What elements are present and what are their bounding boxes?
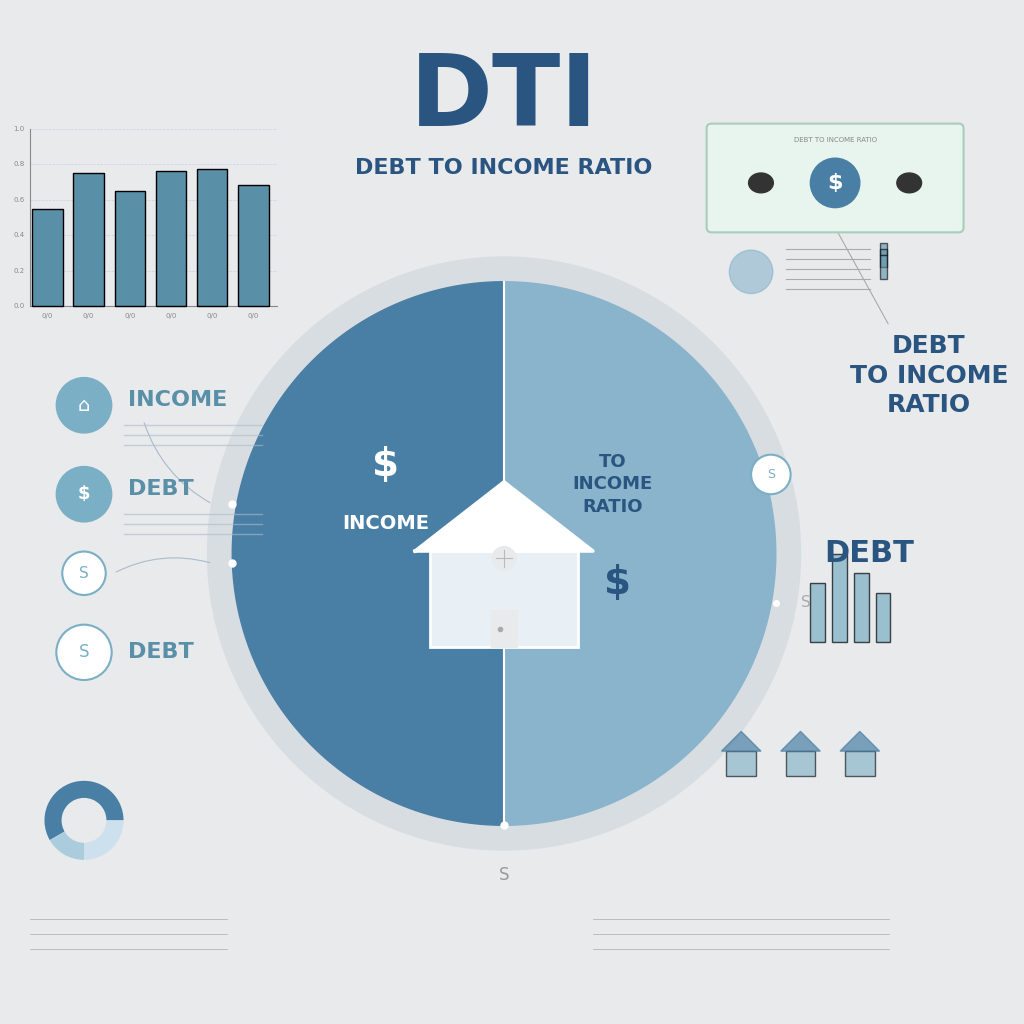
Polygon shape xyxy=(840,731,880,752)
Text: S: S xyxy=(767,468,775,481)
Text: 0.0: 0.0 xyxy=(13,303,25,309)
Polygon shape xyxy=(232,282,504,825)
Text: DEBT TO INCOME RATIO: DEBT TO INCOME RATIO xyxy=(794,137,877,143)
Text: 0/0: 0/0 xyxy=(165,313,177,319)
Text: INCOME: INCOME xyxy=(128,390,227,411)
Text: $: $ xyxy=(78,485,90,503)
FancyBboxPatch shape xyxy=(32,209,62,306)
Polygon shape xyxy=(504,282,776,825)
Text: S: S xyxy=(801,595,810,610)
FancyBboxPatch shape xyxy=(74,173,103,306)
FancyBboxPatch shape xyxy=(197,169,227,306)
Text: DTI: DTI xyxy=(410,50,598,147)
Text: 0/0: 0/0 xyxy=(42,313,53,319)
Text: 0.4: 0.4 xyxy=(13,232,25,239)
FancyBboxPatch shape xyxy=(845,752,874,776)
Text: 0/0: 0/0 xyxy=(207,313,218,319)
Text: $: $ xyxy=(372,445,399,483)
Circle shape xyxy=(208,257,801,850)
Polygon shape xyxy=(780,731,820,752)
Circle shape xyxy=(493,547,516,570)
Wedge shape xyxy=(50,820,84,860)
Text: S: S xyxy=(79,566,89,581)
FancyBboxPatch shape xyxy=(238,185,268,306)
Text: DEBT: DEBT xyxy=(128,642,195,663)
Text: 1.0: 1.0 xyxy=(13,126,25,131)
Circle shape xyxy=(729,250,773,294)
Wedge shape xyxy=(44,781,124,840)
FancyBboxPatch shape xyxy=(876,593,891,642)
Circle shape xyxy=(56,467,112,522)
Text: 0.6: 0.6 xyxy=(13,197,25,203)
Polygon shape xyxy=(415,482,593,551)
Text: $: $ xyxy=(604,564,631,602)
FancyBboxPatch shape xyxy=(880,255,888,279)
Text: S: S xyxy=(79,643,89,662)
FancyBboxPatch shape xyxy=(810,583,825,642)
FancyBboxPatch shape xyxy=(492,610,517,647)
Text: $: $ xyxy=(827,173,843,193)
Text: TO
INCOME
RATIO: TO INCOME RATIO xyxy=(572,454,653,515)
FancyBboxPatch shape xyxy=(880,249,888,267)
FancyBboxPatch shape xyxy=(115,190,145,306)
Ellipse shape xyxy=(897,173,922,193)
FancyBboxPatch shape xyxy=(726,752,756,776)
Text: 0/0: 0/0 xyxy=(124,313,135,319)
FancyBboxPatch shape xyxy=(785,752,815,776)
Text: 0/0: 0/0 xyxy=(83,313,94,319)
FancyBboxPatch shape xyxy=(430,551,579,647)
Text: 0.2: 0.2 xyxy=(13,268,25,273)
Text: DEBT: DEBT xyxy=(128,479,195,500)
Ellipse shape xyxy=(749,173,773,193)
Text: ⌂: ⌂ xyxy=(78,395,90,415)
Text: S: S xyxy=(499,865,509,884)
Text: 0/0: 0/0 xyxy=(248,313,259,319)
Circle shape xyxy=(56,378,112,433)
Text: INCOME: INCOME xyxy=(342,514,429,534)
FancyBboxPatch shape xyxy=(707,124,964,232)
Wedge shape xyxy=(84,820,124,860)
FancyBboxPatch shape xyxy=(880,243,888,255)
Circle shape xyxy=(751,455,791,495)
Text: 0.8: 0.8 xyxy=(13,161,25,167)
Text: DEBT
TO INCOME
RATIO: DEBT TO INCOME RATIO xyxy=(850,334,1009,418)
Text: DEBT: DEBT xyxy=(824,539,914,568)
Circle shape xyxy=(810,158,860,208)
Circle shape xyxy=(62,552,105,595)
Circle shape xyxy=(62,799,105,842)
Circle shape xyxy=(56,625,112,680)
FancyBboxPatch shape xyxy=(854,573,868,642)
Text: DEBT TO INCOME RATIO: DEBT TO INCOME RATIO xyxy=(355,158,652,178)
FancyBboxPatch shape xyxy=(156,171,186,306)
Polygon shape xyxy=(722,731,761,752)
FancyBboxPatch shape xyxy=(833,554,847,642)
